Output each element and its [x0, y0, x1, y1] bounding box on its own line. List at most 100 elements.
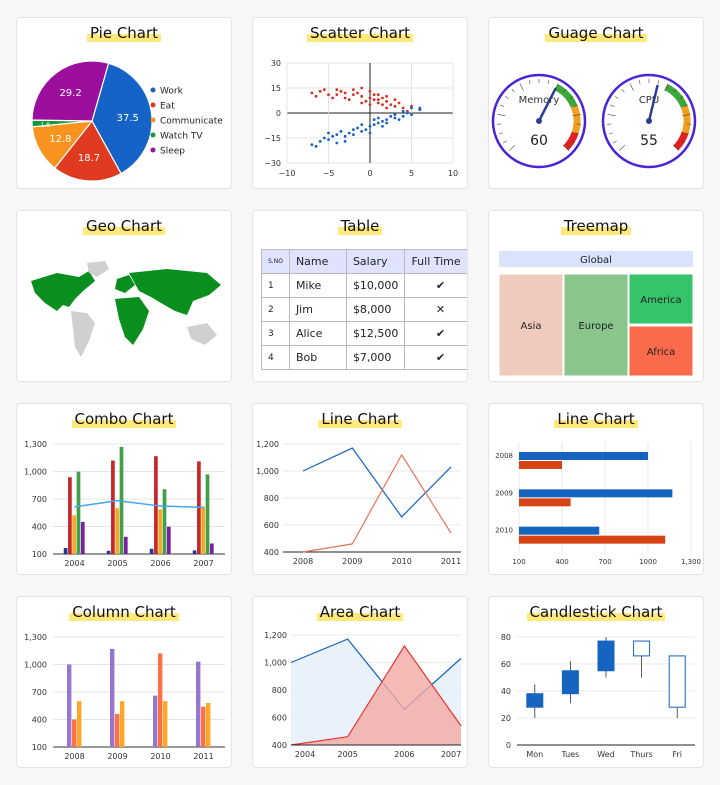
bar [519, 461, 562, 469]
slice-label: 18.7 [78, 153, 100, 164]
table-cell: Jim [288, 297, 347, 322]
bar [205, 474, 210, 554]
column-chart-card: Column Chart 1,300 1,000 700 400 100 2008 2009… [16, 596, 232, 768]
bar [519, 498, 571, 507]
gauge-tick [607, 114, 616, 116]
gauge-tick [504, 96, 509, 99]
x-tick-label: Fri [672, 750, 682, 759]
gauge-tick [657, 80, 660, 85]
treemap-root-label: Global [580, 255, 612, 266]
scatter-point [322, 136, 326, 140]
y-tick-label: 1,300 [24, 440, 47, 449]
series-line [290, 644, 462, 746]
gauge-tick [573, 104, 578, 107]
x-tick-label: 2004 [295, 750, 315, 759]
scatter-point [360, 129, 364, 133]
scatter-point [314, 144, 318, 148]
scatter-point [356, 91, 359, 95]
y-tick-label: 2008 [495, 452, 513, 460]
scatter-point [360, 123, 364, 127]
y-tick-label: 600 [272, 714, 287, 723]
bar [519, 535, 666, 544]
pie-chart: 37.5 18.7 12.8 1.8 29.2 Work Eat Communicate Wat… [31, 60, 223, 182]
pie-slice [31, 60, 110, 122]
scatter-point [393, 113, 397, 117]
data-table: S.NO Name Salary Full Time 1 Mike $10,000 ✔ 2 Jim… [261, 249, 467, 370]
scatter-point [376, 101, 380, 105]
scatter-point [331, 96, 335, 100]
geo-chart [31, 261, 221, 357]
y-tick-label: 1,000 [24, 468, 47, 477]
scatter-point [381, 124, 384, 128]
table-cell: Bob [288, 345, 347, 370]
treemap-node [498, 273, 564, 377]
table-header-row: S.NO Name Salary Full Time [261, 249, 467, 274]
bar [209, 543, 214, 554]
bar [163, 701, 168, 747]
gauge-tick [509, 144, 516, 151]
scatter-point [381, 96, 384, 100]
scatter-point [318, 89, 322, 93]
gauge-tick [572, 114, 581, 116]
horizontal-bar-chart-card: Line Chart 100 400 700 1000 1,300 2008 2009 201… [488, 403, 704, 575]
gauge-tick [497, 114, 506, 116]
scatter-point [376, 98, 380, 102]
x-tick-label: 2008 [64, 752, 84, 761]
y-tick-label: 700 [32, 495, 47, 504]
pie-slice [53, 119, 122, 182]
y-tick-label: 100 [32, 550, 47, 559]
region-north-america [31, 271, 95, 311]
gauge-tick [683, 104, 688, 107]
scatter-point [368, 89, 372, 93]
scatter-point [352, 133, 355, 137]
scatter-point [389, 114, 393, 118]
x-tick-label: Mon [526, 750, 543, 759]
x-tick-label: 2004 [64, 559, 84, 568]
scatter-chart-card: Scatter Chart 30 15 0 −15 −30 −10 −5 0 5 10 [252, 17, 468, 189]
region-australia [187, 323, 217, 345]
bar [153, 695, 158, 747]
chart-title: Combo Chart [71, 410, 177, 428]
table-row: 2 Jim $8,000 ✕ [261, 297, 467, 322]
column-header: Salary [345, 249, 406, 274]
y-tick-label: 800 [272, 686, 287, 695]
legend-label: Watch TV [160, 132, 203, 142]
scatter-point [335, 93, 339, 97]
x-tick-label: 10 [448, 169, 458, 178]
region-greenland [87, 261, 109, 277]
scatter-point [389, 103, 393, 107]
series-line [302, 453, 452, 553]
x-tick-label: 2008 [293, 557, 313, 566]
chart-title: Pie Chart [86, 24, 162, 42]
table-cell: ✔ [404, 273, 467, 298]
bar [115, 508, 120, 554]
gauge-needle [537, 87, 557, 123]
table-row: 3 Alice $12,500 ✔ [261, 321, 467, 346]
bar [77, 701, 82, 747]
x-tick-label: 2005 [107, 559, 127, 568]
y-tick-label: 1,000 [256, 467, 279, 476]
x-tick-label: 2007 [193, 559, 213, 568]
scatter-point [327, 93, 330, 97]
scatter-point [364, 99, 368, 103]
y-tick-label: 400 [264, 548, 279, 557]
candlestick-chart-card: Candlestick Chart 80 60 40 20 0 Mon Tues Wed Thu… [488, 596, 704, 768]
table-cell: 4 [261, 345, 290, 370]
scatter-point [368, 96, 372, 100]
x-tick-label: 2011 [441, 557, 461, 566]
pie-chart-card: Pie Chart 37.5 18.7 12.8 1.8 29.2 Work Eat Comm… [16, 17, 232, 189]
scatter-point [360, 101, 364, 105]
bar [196, 661, 201, 747]
scatter-point [401, 106, 405, 110]
scatter-point [331, 134, 335, 138]
gauge-tick [608, 132, 613, 135]
gauge-tick [685, 132, 690, 135]
y-tick-label: 1,000 [264, 659, 287, 668]
candle-body [526, 693, 544, 708]
x-tick-label: 1,300 [681, 558, 701, 566]
combo-chart-card: Combo Chart 1,300 1,000 700 400 100 2004 2005 2… [16, 403, 232, 575]
series-line [290, 638, 462, 711]
scatter-point [347, 131, 351, 135]
table-cell: ✔ [404, 321, 467, 346]
gauge-tick [621, 88, 625, 93]
